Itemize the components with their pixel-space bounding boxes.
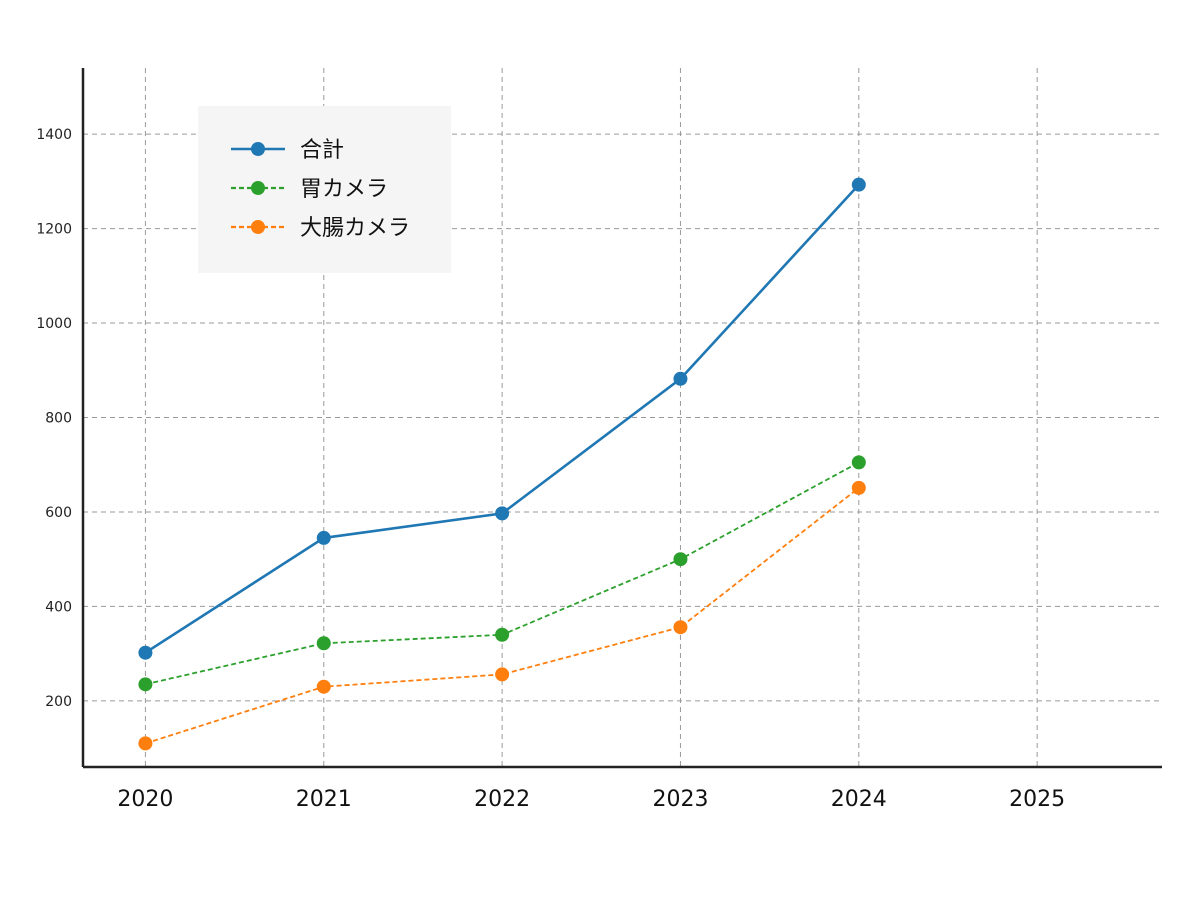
y-tick-label: 600 xyxy=(45,505,72,521)
data-point xyxy=(673,552,688,567)
data-point xyxy=(316,636,331,651)
data-point xyxy=(495,506,510,521)
x-tick-label: 2023 xyxy=(652,787,708,812)
tick-labels: 2020 2021 2022 2023 2024 2025 200 400 600 800 1000… xyxy=(36,127,1065,812)
y-tick-label: 800 xyxy=(45,411,72,427)
x-tick-label: 2025 xyxy=(1009,787,1065,812)
x-tick-label: 2021 xyxy=(296,787,352,812)
data-point xyxy=(851,177,866,192)
data-point xyxy=(138,677,153,692)
y-tick-label: 1200 xyxy=(36,222,72,238)
axes xyxy=(81,68,1162,769)
legend-background xyxy=(198,106,451,273)
legend-label: 大腸カメラ xyxy=(300,216,410,241)
x-tick-label: 2022 xyxy=(474,787,530,812)
data-point xyxy=(851,480,866,495)
series-line-2 xyxy=(145,487,860,745)
legend-label: 胃カメラ xyxy=(300,177,388,202)
x-tick-label: 2024 xyxy=(831,787,887,812)
data-point xyxy=(673,371,688,386)
data-point xyxy=(673,620,688,635)
y-tick-label: 200 xyxy=(45,694,72,710)
data-point xyxy=(316,679,331,694)
data-point xyxy=(495,627,510,642)
legend-marker xyxy=(251,220,265,234)
legend-label: 合計 xyxy=(300,138,344,163)
y-tick-label: 400 xyxy=(45,599,72,615)
legend-marker xyxy=(251,181,265,195)
data-point xyxy=(316,530,331,545)
series-group xyxy=(138,177,866,751)
data-point xyxy=(851,455,866,470)
data-point xyxy=(138,736,153,751)
x-tick-label: 2020 xyxy=(117,787,173,812)
y-tick-label: 1000 xyxy=(36,316,72,332)
y-tick-label: 1400 xyxy=(36,127,72,143)
legend-marker xyxy=(251,142,265,156)
data-point xyxy=(138,645,153,660)
data-point xyxy=(495,667,510,682)
